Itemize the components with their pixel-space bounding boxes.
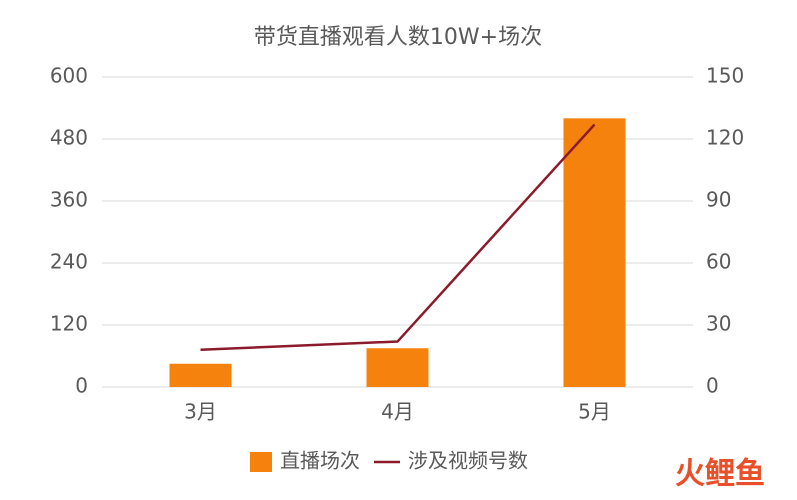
bar [366, 348, 429, 387]
y-tick-label: 0 [75, 374, 88, 398]
y-tick-label: 600 [50, 64, 88, 88]
y-tick-label: 240 [50, 250, 88, 274]
x-tick-label: 3月 [184, 400, 217, 424]
y2-tick-label: 0 [706, 374, 719, 398]
chart-title: 带货直播观看人数10W+场次 [254, 25, 542, 50]
x-tick-label: 5月 [578, 400, 611, 424]
y-tick-label: 360 [50, 188, 88, 212]
y2-tick-label: 120 [706, 126, 744, 150]
y-tick-label: 120 [50, 312, 88, 336]
line [200, 123, 596, 352]
legend-label: 涉及视频号数 [408, 449, 528, 473]
y2-tick-label: 90 [706, 188, 731, 212]
y2-tick-label: 60 [706, 250, 731, 274]
legend-swatch [250, 452, 272, 472]
bar [169, 363, 232, 387]
legend-label: 直播场次 [280, 449, 360, 473]
watermark: 火鲤鱼 [675, 457, 765, 492]
x-tick-label: 4月 [381, 400, 414, 424]
y2-tick-label: 150 [706, 64, 744, 88]
bar [563, 118, 626, 387]
y-tick-label: 480 [50, 126, 88, 150]
y2-tick-label: 30 [706, 312, 731, 336]
